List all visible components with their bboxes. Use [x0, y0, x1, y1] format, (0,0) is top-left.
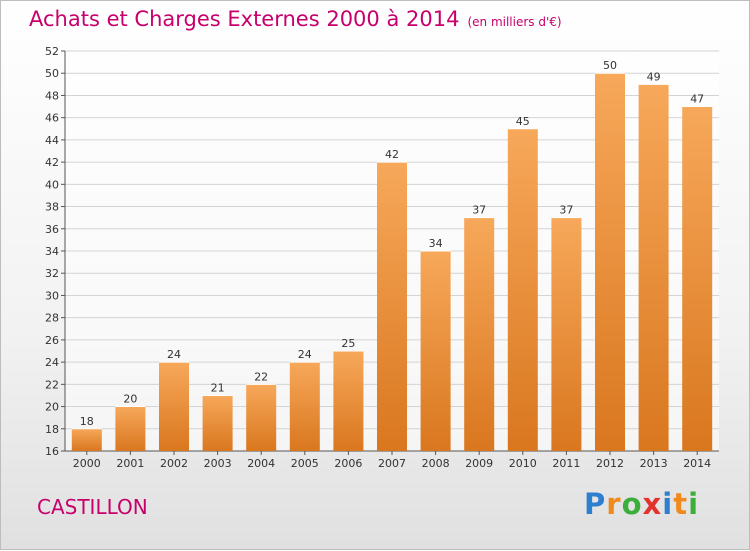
logo-letter: x	[642, 487, 663, 521]
location-name: CASTILLON	[37, 495, 148, 519]
chart-title: Achats et Charges Externes 2000 à 2014 (e…	[29, 7, 562, 31]
bar	[595, 73, 625, 451]
x-tick-label: 2014	[683, 457, 711, 470]
bar	[289, 362, 320, 451]
logo-letter: o	[621, 487, 643, 521]
data-label: 50	[603, 59, 617, 72]
logo-letter: t	[673, 487, 689, 521]
bar	[464, 217, 495, 451]
x-tick-label: 2010	[509, 457, 537, 470]
bar	[420, 251, 451, 451]
bar	[551, 217, 582, 451]
y-tick-label: 40	[45, 178, 59, 191]
logo-letter: i	[688, 487, 700, 521]
y-tick-label: 46	[45, 112, 59, 125]
x-tick-label: 2011	[552, 457, 580, 470]
data-label: 21	[211, 381, 225, 394]
bar	[377, 162, 407, 451]
proxiti-logo: Proxiti	[584, 487, 699, 521]
x-tick-label: 2002	[160, 457, 188, 470]
data-label: 42	[385, 148, 399, 161]
chart-title-text: Achats et Charges Externes 2000 à 2014	[29, 7, 460, 31]
data-label: 49	[647, 70, 661, 83]
x-tick-label: 2009	[465, 457, 493, 470]
y-tick-label: 24	[45, 356, 59, 369]
y-tick-label: 48	[45, 89, 59, 102]
y-tick-label: 34	[45, 245, 59, 258]
y-tick-label: 44	[45, 134, 59, 147]
y-tick-label: 38	[45, 201, 59, 214]
x-tick-label: 2012	[596, 457, 624, 470]
data-label: 25	[341, 337, 355, 350]
bar	[159, 362, 189, 451]
y-tick-label: 32	[45, 267, 59, 280]
data-label: 20	[123, 393, 137, 406]
bar	[115, 406, 146, 451]
data-label: 47	[690, 93, 704, 106]
bar	[333, 351, 364, 451]
x-tick-label: 2004	[247, 457, 275, 470]
y-tick-label: 28	[45, 312, 59, 325]
y-tick-label: 52	[45, 45, 59, 58]
y-tick-label: 16	[45, 445, 59, 458]
x-tick-label: 2007	[378, 457, 406, 470]
y-tick-label: 18	[45, 423, 59, 436]
data-label: 34	[429, 237, 443, 250]
data-label: 24	[167, 348, 181, 361]
y-tick-label: 26	[45, 334, 59, 347]
x-tick-label: 2003	[204, 457, 232, 470]
logo-letter: P	[584, 487, 607, 521]
bar	[246, 384, 277, 451]
data-label: 22	[254, 370, 268, 383]
y-tick-label: 36	[45, 223, 59, 236]
x-tick-label: 2000	[73, 457, 101, 470]
bar	[202, 395, 233, 451]
x-tick-label: 2008	[422, 457, 450, 470]
data-label: 37	[559, 204, 573, 217]
bar	[682, 106, 713, 452]
y-tick-label: 42	[45, 156, 59, 169]
logo-letter: r	[606, 487, 622, 521]
x-tick-label: 2005	[291, 457, 319, 470]
y-tick-label: 30	[45, 289, 59, 302]
x-tick-label: 2006	[334, 457, 362, 470]
data-label: 18	[80, 415, 94, 428]
chart-subtitle: (en milliers d'€)	[467, 15, 562, 29]
data-label: 45	[516, 115, 530, 128]
bar	[638, 84, 669, 451]
data-label: 24	[298, 348, 312, 361]
bar	[71, 428, 102, 451]
y-tick-label: 50	[45, 67, 59, 80]
bar	[507, 128, 538, 451]
x-tick-label: 2013	[640, 457, 668, 470]
y-tick-label: 20	[45, 401, 59, 414]
data-label: 37	[472, 204, 486, 217]
y-tick-label: 22	[45, 378, 59, 391]
x-tick-label: 2001	[116, 457, 144, 470]
logo-letter: i	[662, 487, 674, 521]
